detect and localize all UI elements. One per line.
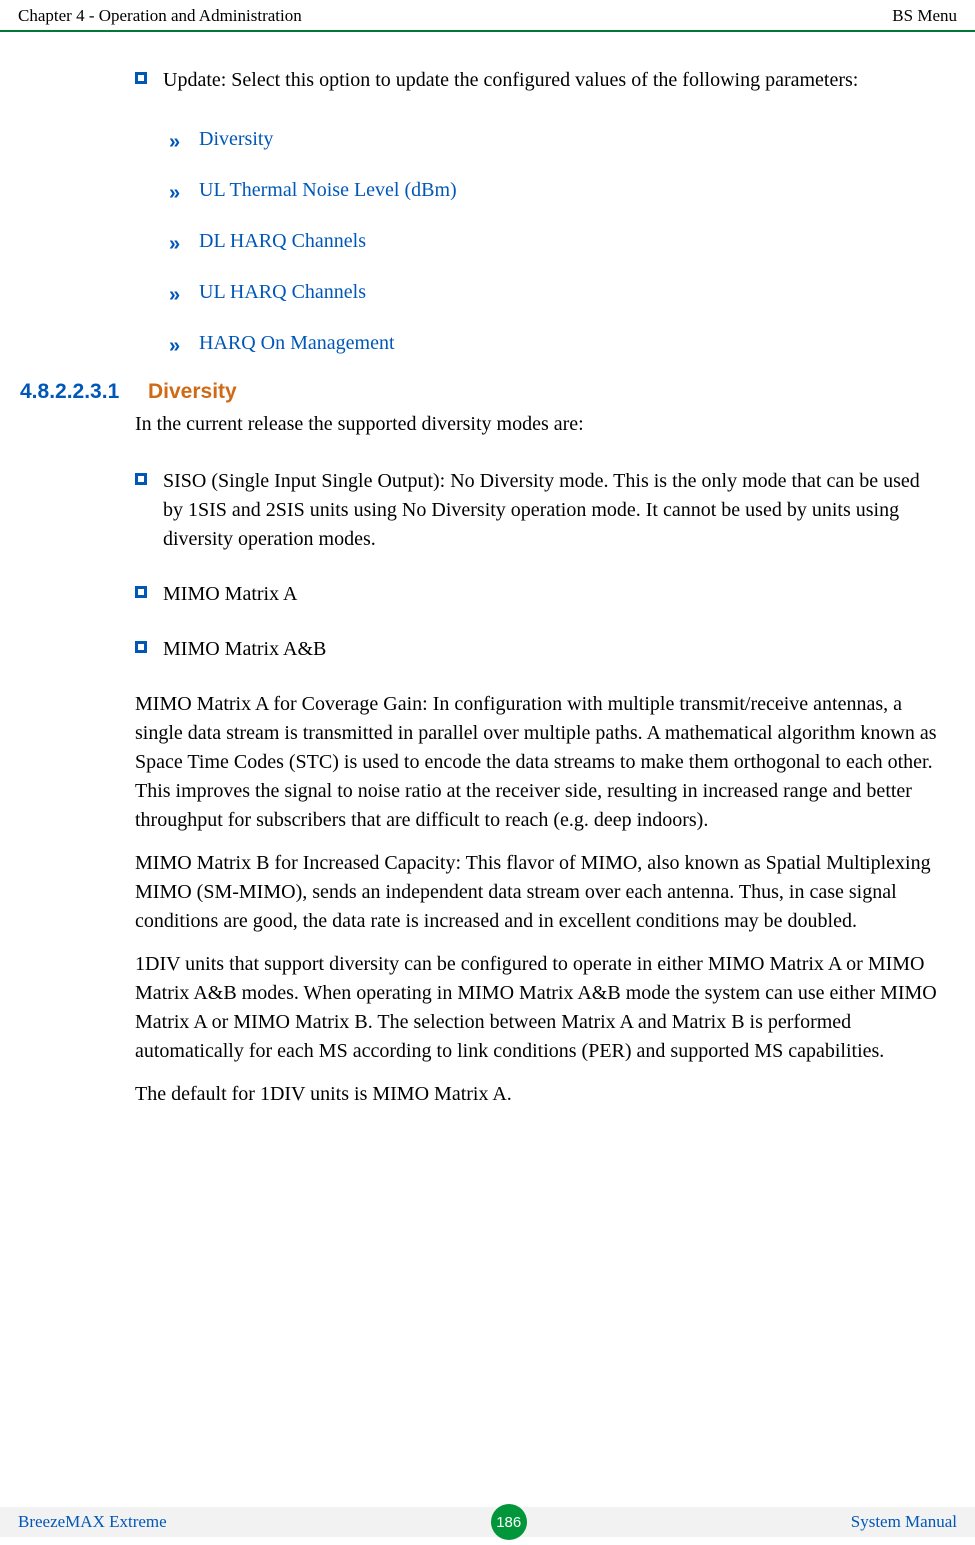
section-heading-row: 4.8.2.2.3.1 Diversity bbox=[35, 380, 940, 404]
header-chapter: Chapter 4 - Operation and Administration bbox=[18, 6, 302, 26]
list-item: MIMO Matrix A&B bbox=[135, 635, 940, 664]
list-item: Update: Select this option to update the… bbox=[135, 66, 940, 95]
body-paragraph: MIMO Matrix A for Coverage Gain: In conf… bbox=[135, 690, 940, 835]
section-title: Diversity bbox=[148, 380, 237, 404]
list-item-text: MIMO Matrix A&B bbox=[163, 638, 326, 660]
list-item-text: MIMO Matrix A bbox=[163, 583, 297, 605]
update-list: Update: Select this option to update the… bbox=[35, 66, 940, 95]
sub-list-item: » UL HARQ Channels bbox=[169, 278, 940, 307]
sub-item-text: UL Thermal Noise Level (dBm) bbox=[199, 179, 457, 201]
square-bullet-icon bbox=[135, 72, 147, 84]
chevron-icon: » bbox=[169, 332, 175, 361]
parameters-sublist: » Diversity » UL Thermal Noise Level (dB… bbox=[35, 125, 940, 358]
square-bullet-icon bbox=[135, 586, 147, 598]
list-item-text: SISO (Single Input Single Output): No Di… bbox=[163, 470, 920, 550]
section-intro: In the current release the supported div… bbox=[135, 410, 940, 439]
diversity-modes-list: SISO (Single Input Single Output): No Di… bbox=[35, 467, 940, 664]
sub-item-text: UL HARQ Channels bbox=[199, 281, 366, 303]
chevron-icon: » bbox=[169, 281, 175, 310]
list-item: MIMO Matrix A bbox=[135, 580, 940, 609]
square-bullet-icon bbox=[135, 641, 147, 653]
header-menu: BS Menu bbox=[892, 6, 957, 26]
body-paragraph: 1DIV units that support diversity can be… bbox=[135, 950, 940, 1066]
chevron-icon: » bbox=[169, 128, 175, 157]
list-item: SISO (Single Input Single Output): No Di… bbox=[135, 467, 940, 554]
chevron-icon: » bbox=[169, 230, 175, 259]
sub-item-text: Diversity bbox=[199, 128, 273, 150]
page-number-badge: 186 bbox=[491, 1504, 527, 1540]
section-number: 4.8.2.2.3.1 bbox=[20, 380, 148, 404]
sub-item-text: HARQ On Management bbox=[199, 332, 395, 354]
footer-manual: System Manual bbox=[851, 1512, 957, 1532]
square-bullet-icon bbox=[135, 473, 147, 485]
body-paragraph: The default for 1DIV units is MIMO Matri… bbox=[135, 1080, 940, 1109]
sub-item-text: DL HARQ Channels bbox=[199, 230, 366, 252]
sub-list-item: » Diversity bbox=[169, 125, 940, 154]
page-content: Update: Select this option to update the… bbox=[0, 44, 975, 1485]
page-header: Chapter 4 - Operation and Administration… bbox=[0, 0, 975, 32]
sub-list-item: » HARQ On Management bbox=[169, 329, 940, 358]
chevron-icon: » bbox=[169, 179, 175, 208]
sub-list-item: » UL Thermal Noise Level (dBm) bbox=[169, 176, 940, 205]
footer-product: BreezeMAX Extreme bbox=[18, 1512, 167, 1532]
page-footer: BreezeMAX Extreme 186 System Manual bbox=[0, 1499, 975, 1545]
list-item-text: Update: Select this option to update the… bbox=[163, 69, 858, 91]
sub-list-item: » DL HARQ Channels bbox=[169, 227, 940, 256]
body-paragraph: MIMO Matrix B for Increased Capacity: Th… bbox=[135, 849, 940, 936]
